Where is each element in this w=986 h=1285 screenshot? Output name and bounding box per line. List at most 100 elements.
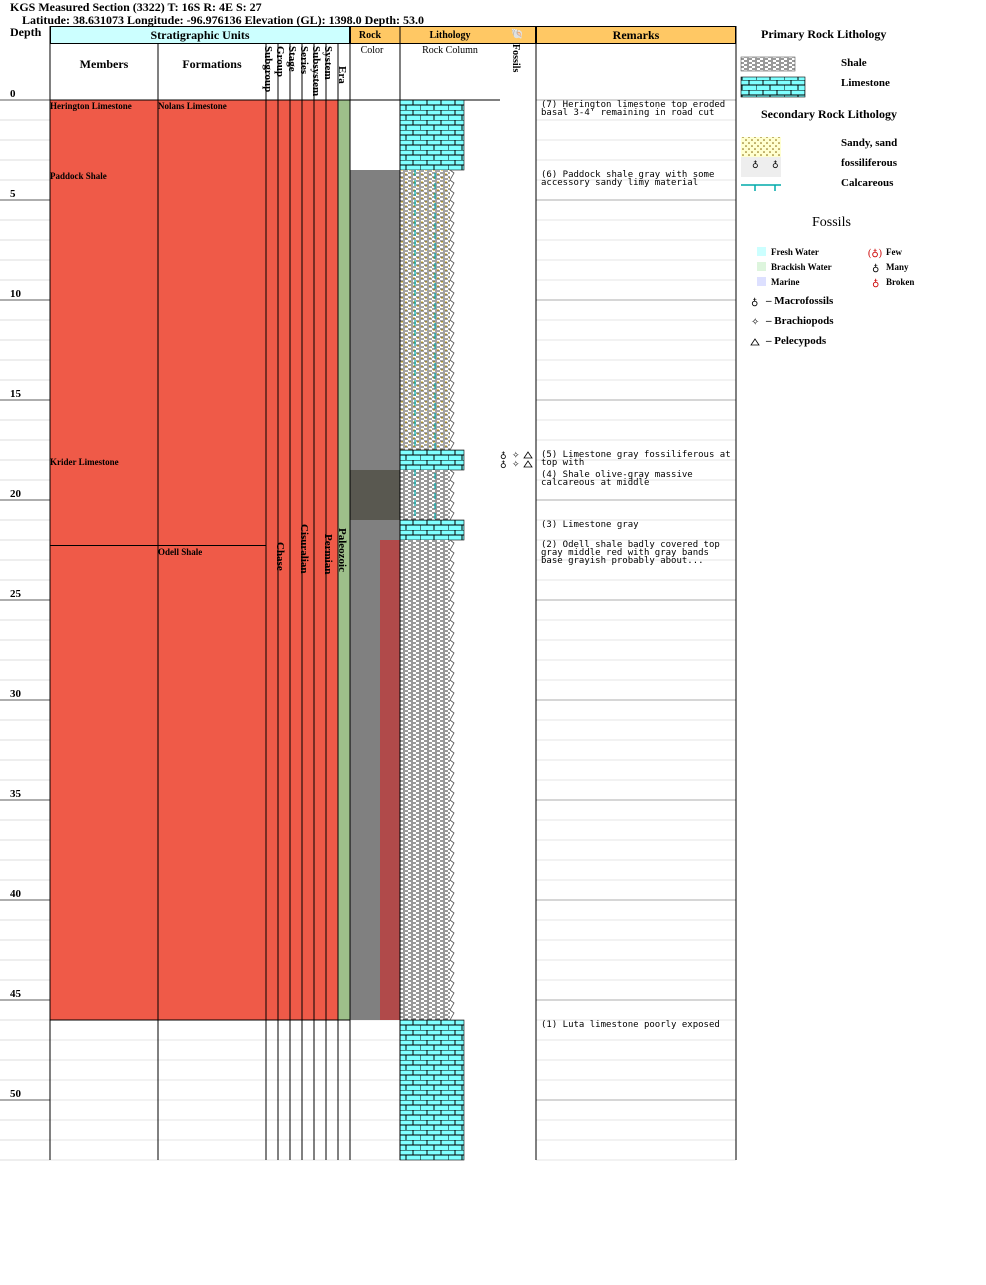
remark-text: (2) Odell shale badly covered top gray m… [541,540,726,566]
legend-fossil-mark: ♁ [752,159,759,169]
weathering-profile [449,259,455,271]
weathering-profile [449,799,455,811]
remark-text: (7) Herington limestone top eroded basal… [541,100,731,118]
strat-units-fill [50,100,338,1020]
weathering-profile [449,389,455,401]
weathering-profile [449,199,455,211]
weathering-profile [449,639,455,651]
weathering-profile [449,779,455,791]
weathering-profile [449,439,455,451]
weathering-profile [449,989,455,1001]
strat-units-header: Stratigraphic Units [50,26,350,44]
legend-fresh-swatch [757,247,766,256]
weathering-profile [449,539,455,551]
legend-secondary-title: Secondary Rock Lithology [761,107,898,121]
pelecypod-symbol [523,460,533,468]
pelecypod-symbol [523,451,533,459]
weathering-profile [449,649,455,661]
system-header: System [322,46,334,80]
member-label: Herington Limestone [50,101,132,111]
lithology-header: Lithology [429,30,471,41]
weathering-profile [449,899,455,911]
rock-color-header-line2: Color [360,45,384,56]
weathering-profile [449,889,455,901]
weathering-profile [449,379,455,391]
limestone-bed [399,519,465,541]
subsystem-header: Subsystem [310,46,322,97]
group-header: Group [274,46,286,77]
weathering-profile [449,509,455,521]
weathering-profile [449,179,455,191]
rock-color-header-line1: Rock [358,30,382,41]
legend-fossil-mark: ♁ [772,159,779,169]
rock-color-cell [350,470,400,520]
weathering-profile [449,349,455,361]
weathering-profile [449,169,455,181]
weathering-profile [449,699,455,711]
member-label: Paddock Shale [50,171,107,181]
legend-many-icon: ♁ [872,263,879,274]
fossils-header-icon: 🐚 [511,29,524,40]
legend-limestone: Limestone [841,77,890,89]
depth-tick-label: 0 [10,88,16,100]
weathering-profile [449,709,455,721]
weathering-profile [449,239,455,251]
macrofossil-symbol: ♁ [500,459,507,469]
weathering-profile [449,729,455,741]
era-fill [338,100,350,1020]
legend-brackish-water: Brackish Water [771,262,832,272]
lith-layer: ♁ ✧ ♁ ✧ [350,99,533,1161]
weathering-profile [449,499,455,511]
depth-tick-label: 15 [10,388,21,400]
legend-few-icon: (♁) [868,248,882,259]
weathering-profile [449,949,455,961]
legend-sandy: Sandy, sand [841,137,898,149]
legend-brachiopods: – Brachiopods [766,315,834,327]
weathering-profile [449,229,455,241]
weathering-profile [449,959,455,971]
remark-text: (5) Limestone gray fossiliferous at top … [541,450,737,468]
weathering-profile [449,749,455,761]
legend-few: Few [886,247,902,257]
weathering-profile [449,419,455,431]
frame-layer [49,26,737,1160]
depth-tick-label: 20 [10,488,21,500]
limestone-bed [399,99,465,171]
series-header: Series [298,46,310,75]
weathering-profile [449,829,455,841]
weathering-profile [449,659,455,671]
weathering-profile [449,219,455,231]
limestone-bed [399,449,465,471]
formation-label: Nolans Limestone [158,101,227,111]
legend-macrofossils: – Macrofossils [766,295,834,307]
weathering-profile [449,289,455,301]
members-header: Members [79,57,129,71]
remark-text: (3) Limestone gray [541,520,639,530]
weathering-profile [449,689,455,701]
legend-pelecypods: – Pelecypods [766,335,827,347]
system-unit-label: Permian [322,534,334,575]
weathering-profile [449,719,455,731]
depth-tick-label: 5 [10,188,16,200]
weathering-profile [449,369,455,381]
brachiopod-symbol: ✧ [512,450,520,460]
legend-marine-swatch [757,277,766,286]
weathering-profile [449,809,455,821]
era-header: Era [336,66,348,84]
depth-tick-label: 40 [10,888,21,900]
weathering-profile [449,329,455,341]
weathering-profile [449,909,455,921]
weathering-profile [449,679,455,691]
weathering-profile [449,359,455,371]
weathering-profile [449,879,455,891]
formations-header: Formations [182,57,242,71]
weathering-profile [449,399,455,411]
weathering-profile [449,839,455,851]
legend-fresh-water: Fresh Water [771,247,819,257]
brachiopod-symbol: ✧ [512,459,520,469]
weathering-profile [449,339,455,351]
weathering-profile [449,609,455,621]
legend-shale-swatch [740,56,796,72]
legend-broken: Broken [886,277,915,287]
